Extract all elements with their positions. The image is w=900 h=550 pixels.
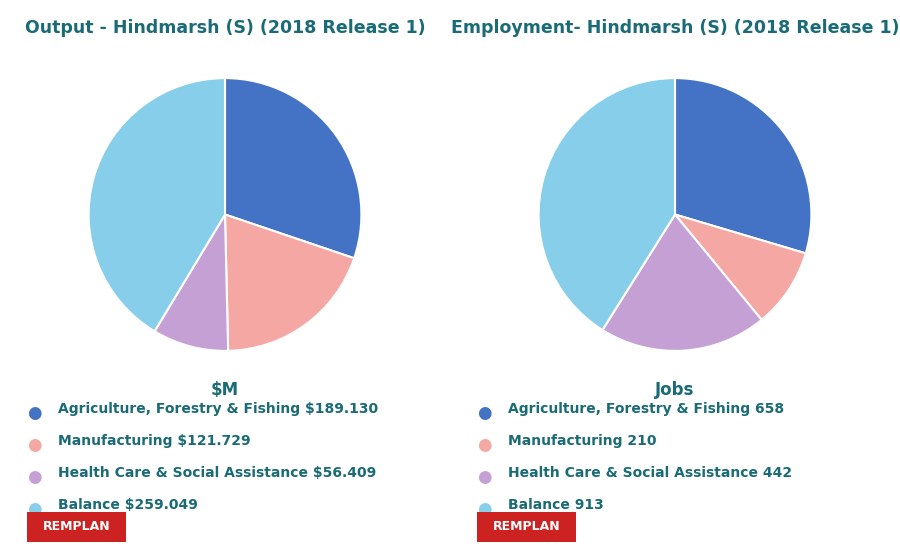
- Text: Jobs: Jobs: [655, 381, 695, 399]
- Text: Balance $259.049: Balance $259.049: [58, 498, 198, 512]
- Text: ●: ●: [477, 500, 491, 518]
- Wedge shape: [88, 78, 225, 331]
- Text: ●: ●: [27, 436, 41, 454]
- Wedge shape: [155, 214, 228, 351]
- Wedge shape: [538, 78, 675, 330]
- Text: $M: $M: [211, 381, 239, 399]
- Wedge shape: [675, 78, 812, 254]
- Text: Balance 913: Balance 913: [508, 498, 604, 512]
- Text: REMPLAN: REMPLAN: [492, 520, 561, 533]
- Wedge shape: [225, 78, 362, 258]
- Wedge shape: [225, 214, 355, 351]
- Title: Employment- Hindmarsh (S) (2018 Release 1): Employment- Hindmarsh (S) (2018 Release …: [451, 19, 899, 37]
- Text: ●: ●: [477, 436, 491, 454]
- Text: Health Care & Social Assistance $56.409: Health Care & Social Assistance $56.409: [58, 466, 377, 480]
- Text: ●: ●: [477, 468, 491, 486]
- Text: REMPLAN: REMPLAN: [42, 520, 111, 533]
- Text: ●: ●: [477, 404, 491, 422]
- Text: ●: ●: [27, 500, 41, 518]
- Text: ●: ●: [27, 404, 41, 422]
- Text: Manufacturing $121.729: Manufacturing $121.729: [58, 434, 251, 448]
- Text: Health Care & Social Assistance 442: Health Care & Social Assistance 442: [508, 466, 793, 480]
- Wedge shape: [602, 214, 761, 351]
- Wedge shape: [675, 214, 806, 320]
- Text: Agriculture, Forestry & Fishing $189.130: Agriculture, Forestry & Fishing $189.130: [58, 402, 379, 416]
- Text: ●: ●: [27, 468, 41, 486]
- Text: Agriculture, Forestry & Fishing 658: Agriculture, Forestry & Fishing 658: [508, 402, 785, 416]
- Text: Manufacturing 210: Manufacturing 210: [508, 434, 657, 448]
- Title: Output - Hindmarsh (S) (2018 Release 1): Output - Hindmarsh (S) (2018 Release 1): [24, 19, 426, 37]
